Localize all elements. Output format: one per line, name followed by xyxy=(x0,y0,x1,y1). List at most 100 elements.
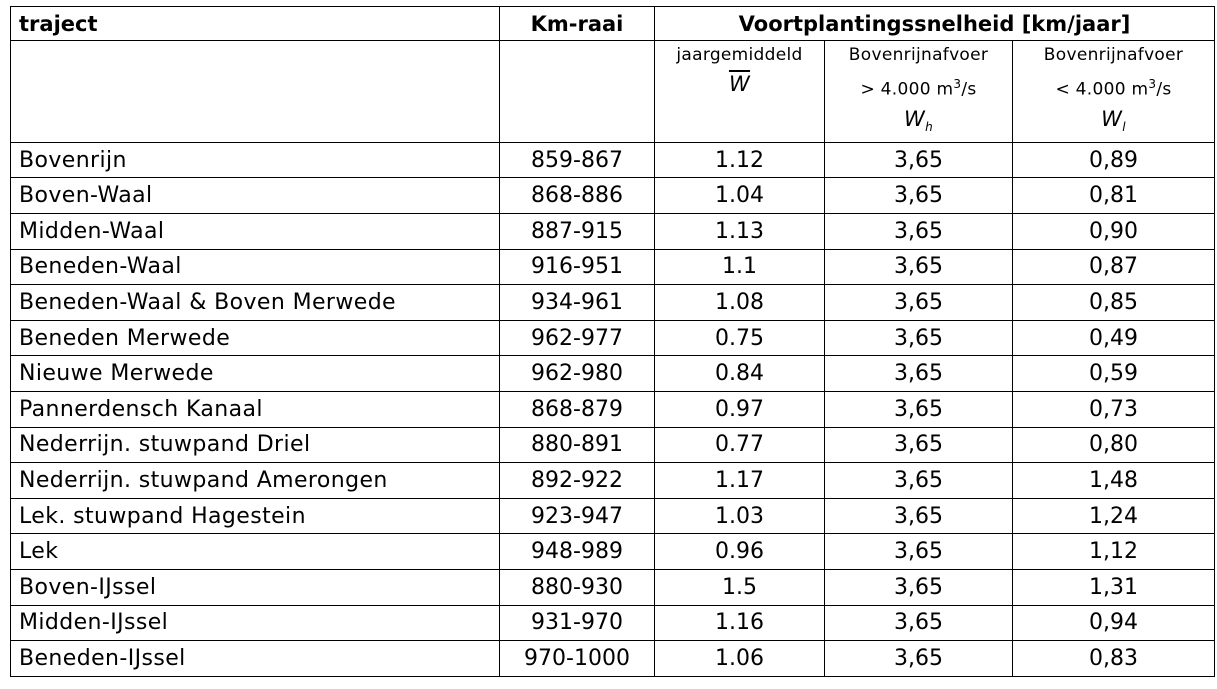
cell-km-raai: 931-970 xyxy=(499,604,655,642)
subheader-low-discharge: Bovenrijnafvoer < 4.000 m3/s Wl xyxy=(1012,40,1215,143)
table-row: Nederrijn. stuwpand Amerongen 892-922 1.17… xyxy=(10,462,1215,499)
cell-traject: Nederrijn. stuwpand Amerongen xyxy=(10,462,500,499)
cell-wh: 3,65 xyxy=(824,568,1013,606)
cell-wh: 3,65 xyxy=(824,533,1013,570)
cell-traject: Midden-IJssel xyxy=(10,604,500,642)
subheader-high-discharge: Bovenrijnafvoer > 4.000 m3/s Wh xyxy=(824,40,1013,143)
subheader-empty-km xyxy=(499,40,655,143)
cell-wl: 1,48 xyxy=(1012,462,1215,499)
header-km-raai: Km-raai xyxy=(499,6,655,41)
cell-km-raai: 859-867 xyxy=(499,141,655,179)
cell-w: 1.08 xyxy=(654,284,825,321)
symbol-w-mean: W xyxy=(728,72,751,96)
subheader-high-threshold: > 4.000 m3/s xyxy=(860,77,977,100)
cell-km-raai: 892-922 xyxy=(499,462,655,499)
cell-w: 1.04 xyxy=(654,177,825,215)
cell-w: 0.75 xyxy=(654,319,825,357)
cell-wl: 0,59 xyxy=(1012,355,1215,392)
voortplantingssnelheid-table: traject Km-raai Voortplantingssnelheid [… xyxy=(10,6,1215,677)
cell-wh: 3,65 xyxy=(824,426,1013,464)
cell-traject: Nederrijn. stuwpand Driel xyxy=(10,426,500,464)
cell-km-raai: 868-886 xyxy=(499,177,655,215)
cell-wh: 3,65 xyxy=(824,355,1013,392)
cell-km-raai: 923-947 xyxy=(499,497,655,535)
cell-traject: Boven-IJssel xyxy=(10,568,500,606)
cell-km-raai: 868-879 xyxy=(499,391,655,428)
cell-traject: Lek xyxy=(10,533,500,570)
cell-w: 0.96 xyxy=(654,533,825,570)
table-row: Beneden-Waal & Boven Merwede 934-961 1.08 3… xyxy=(10,284,1215,321)
cell-traject: Beneden-Waal & Boven Merwede xyxy=(10,284,500,321)
cell-km-raai: 880-891 xyxy=(499,426,655,464)
table-row: Beneden-IJssel 970-1000 1.06 3,65 0,83 xyxy=(10,640,1215,677)
cell-wl: 0,73 xyxy=(1012,391,1215,428)
table-row: Bovenrijn 859-867 1.12 3,65 0,89 xyxy=(10,141,1215,179)
cell-traject: Midden-Waal xyxy=(10,213,500,250)
table-row: Lek. stuwpand Hagestein 923-947 1.03 3,65 1,… xyxy=(10,497,1215,535)
cell-wl: 0,90 xyxy=(1012,213,1215,250)
cell-wh: 3,65 xyxy=(824,141,1013,179)
header-traject: traject xyxy=(10,6,500,41)
table-row: Midden-Waal 887-915 1.13 3,65 0,90 xyxy=(10,213,1215,250)
header-row: traject Km-raai Voortplantingssnelheid [… xyxy=(10,6,1215,41)
cell-traject: Bovenrijn xyxy=(10,141,500,179)
table-row: Boven-Waal 868-886 1.04 3,65 0,81 xyxy=(10,177,1215,215)
cell-w: 0.84 xyxy=(654,355,825,392)
cell-w: 1.13 xyxy=(654,213,825,250)
table-row: Boven-IJssel 880-930 1.5 3,65 1,31 xyxy=(10,568,1215,606)
header-voortplantingssnelheid: Voortplantingssnelheid [km/jaar] xyxy=(654,6,1215,41)
cell-w: 0.97 xyxy=(654,391,825,428)
cell-traject: Pannerdensch Kanaal xyxy=(10,391,500,428)
table-row: Lek 948-989 0.96 3,65 1,12 xyxy=(10,533,1215,570)
cell-traject: Beneden-Waal xyxy=(10,248,500,286)
cell-wl: 0,81 xyxy=(1012,177,1215,215)
cell-km-raai: 880-930 xyxy=(499,568,655,606)
cell-wl: 0,85 xyxy=(1012,284,1215,321)
table-row: Nederrijn. stuwpand Driel 880-891 0.77 3,65… xyxy=(10,426,1215,464)
cell-wl: 0,80 xyxy=(1012,426,1215,464)
cell-wl: 1,31 xyxy=(1012,568,1215,606)
cell-wl: 0,49 xyxy=(1012,319,1215,357)
cell-wh: 3,65 xyxy=(824,319,1013,357)
cell-traject: Boven-Waal xyxy=(10,177,500,215)
cell-km-raai: 887-915 xyxy=(499,213,655,250)
subheader-high-label: Bovenrijnafvoer xyxy=(848,45,989,65)
cell-wl: 0,83 xyxy=(1012,640,1215,677)
table-row: Nieuwe Merwede 962-980 0.84 3,65 0,59 xyxy=(10,355,1215,392)
symbol-w-l: Wl xyxy=(1101,106,1126,134)
cell-w: 1.5 xyxy=(654,568,825,606)
cell-km-raai: 962-980 xyxy=(499,355,655,392)
cell-wl: 0,87 xyxy=(1012,248,1215,286)
cell-wh: 3,65 xyxy=(824,177,1013,215)
cell-wl: 1,12 xyxy=(1012,533,1215,570)
symbol-w-h: Wh xyxy=(904,106,933,134)
cell-wh: 3,65 xyxy=(824,604,1013,642)
cell-km-raai: 948-989 xyxy=(499,533,655,570)
cell-wh: 3,65 xyxy=(824,640,1013,677)
subheader-low-threshold: < 4.000 m3/s xyxy=(1055,77,1172,100)
cell-km-raai: 934-961 xyxy=(499,284,655,321)
subheader-jaargemiddeld-label: jaargemiddeld xyxy=(676,45,803,65)
cell-wl: 0,94 xyxy=(1012,604,1215,642)
table-row: Pannerdensch Kanaal 868-879 0.97 3,65 0,73 xyxy=(10,391,1215,428)
cell-wl: 0,89 xyxy=(1012,141,1215,179)
cell-traject: Beneden Merwede xyxy=(10,319,500,357)
cell-wh: 3,65 xyxy=(824,391,1013,428)
subheader-jaargemiddeld: jaargemiddeld W xyxy=(654,40,825,143)
cell-wh: 3,65 xyxy=(824,284,1013,321)
cell-wl: 1,24 xyxy=(1012,497,1215,535)
cell-wh: 3,65 xyxy=(824,462,1013,499)
cell-wh: 3,65 xyxy=(824,213,1013,250)
subheader-low-label: Bovenrijnafvoer xyxy=(1043,45,1184,65)
cell-w: 1.16 xyxy=(654,604,825,642)
cell-wh: 3,65 xyxy=(824,497,1013,535)
table-row: Beneden-Waal 916-951 1.1 3,65 0,87 xyxy=(10,248,1215,286)
cell-w: 1.12 xyxy=(654,141,825,179)
cell-traject: Nieuwe Merwede xyxy=(10,355,500,392)
cell-w: 1.06 xyxy=(654,640,825,677)
table-row: Midden-IJssel 931-970 1.16 3,65 0,94 xyxy=(10,604,1215,642)
cell-wh: 3,65 xyxy=(824,248,1013,286)
cell-km-raai: 970-1000 xyxy=(499,640,655,677)
cell-km-raai: 962-977 xyxy=(499,319,655,357)
subheader-empty-traject xyxy=(10,40,500,143)
